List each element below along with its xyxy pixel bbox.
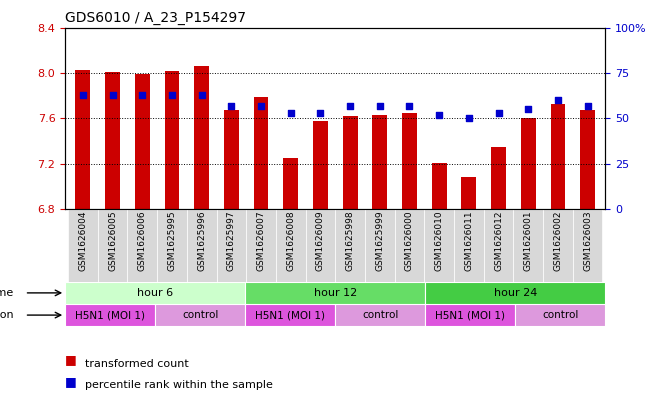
Bar <box>454 209 484 282</box>
Text: transformed count: transformed count <box>85 358 188 369</box>
Text: control: control <box>542 310 579 320</box>
Point <box>374 103 385 109</box>
Bar <box>155 304 245 326</box>
Text: GSM1625998: GSM1625998 <box>346 211 355 271</box>
Text: hour 24: hour 24 <box>493 288 537 298</box>
Bar <box>165 71 180 209</box>
Point <box>226 103 236 109</box>
Text: GSM1626003: GSM1626003 <box>583 211 592 271</box>
Text: GSM1626010: GSM1626010 <box>435 211 444 271</box>
Point <box>167 92 177 98</box>
Bar <box>224 110 239 209</box>
Bar <box>105 72 120 209</box>
Point <box>256 103 266 109</box>
Bar <box>276 209 305 282</box>
Bar <box>462 177 477 209</box>
Point <box>315 110 326 116</box>
Bar <box>395 209 424 282</box>
Bar <box>98 209 128 282</box>
Text: hour 6: hour 6 <box>137 288 173 298</box>
Point <box>404 103 415 109</box>
Point <box>107 92 118 98</box>
Bar <box>342 116 357 209</box>
Text: GSM1626001: GSM1626001 <box>524 211 533 271</box>
Text: GSM1626000: GSM1626000 <box>405 211 414 271</box>
Point <box>77 92 88 98</box>
Bar <box>573 209 602 282</box>
Bar <box>425 304 516 326</box>
Bar <box>245 304 335 326</box>
Text: GSM1626004: GSM1626004 <box>78 211 87 271</box>
Text: H5N1 (MOI 1): H5N1 (MOI 1) <box>75 310 145 320</box>
Bar <box>283 158 298 209</box>
Bar <box>65 304 155 326</box>
Text: control: control <box>182 310 218 320</box>
Point <box>523 106 533 112</box>
Text: GSM1626009: GSM1626009 <box>316 211 325 271</box>
Point <box>345 103 355 109</box>
Bar <box>580 110 595 209</box>
Text: GSM1626012: GSM1626012 <box>494 211 503 271</box>
Point <box>583 103 593 109</box>
Bar <box>432 163 447 209</box>
Bar <box>68 209 98 282</box>
Bar <box>516 304 605 326</box>
Bar <box>187 209 217 282</box>
Text: hour 12: hour 12 <box>314 288 357 298</box>
Text: GSM1626002: GSM1626002 <box>553 211 562 271</box>
Bar <box>543 209 573 282</box>
Bar <box>245 282 425 304</box>
Text: GSM1625995: GSM1625995 <box>167 211 176 271</box>
Point <box>137 92 148 98</box>
Bar <box>305 209 335 282</box>
Bar <box>217 209 246 282</box>
Text: H5N1 (MOI 1): H5N1 (MOI 1) <box>436 310 505 320</box>
Text: GSM1625999: GSM1625999 <box>375 211 384 271</box>
Bar <box>128 209 157 282</box>
Bar <box>425 282 605 304</box>
Text: ■: ■ <box>65 375 77 388</box>
Text: GSM1625997: GSM1625997 <box>227 211 236 271</box>
Text: H5N1 (MOI 1): H5N1 (MOI 1) <box>255 310 326 320</box>
Text: GSM1626006: GSM1626006 <box>138 211 146 271</box>
Bar <box>551 104 565 209</box>
Bar <box>491 147 506 209</box>
Bar <box>335 209 365 282</box>
Bar <box>514 209 543 282</box>
Bar <box>313 121 328 209</box>
Bar <box>335 304 425 326</box>
Text: infection: infection <box>0 310 14 320</box>
Point <box>434 112 445 118</box>
Text: GSM1626008: GSM1626008 <box>286 211 296 271</box>
Text: control: control <box>362 310 398 320</box>
Text: GSM1626011: GSM1626011 <box>464 211 473 271</box>
Bar <box>246 209 276 282</box>
Point <box>464 115 474 121</box>
Bar <box>424 209 454 282</box>
Bar <box>484 209 514 282</box>
Bar <box>521 118 536 209</box>
Bar <box>76 70 90 209</box>
Point <box>286 110 296 116</box>
Text: ■: ■ <box>65 354 77 367</box>
Bar <box>194 66 209 209</box>
Point <box>197 92 207 98</box>
Bar <box>372 115 387 209</box>
Point <box>553 97 563 103</box>
Bar <box>254 97 268 209</box>
Bar <box>365 209 395 282</box>
Text: GSM1626007: GSM1626007 <box>256 211 266 271</box>
Bar <box>157 209 187 282</box>
Text: percentile rank within the sample: percentile rank within the sample <box>85 380 273 390</box>
Bar <box>402 113 417 209</box>
Bar <box>65 282 245 304</box>
Text: time: time <box>0 288 14 298</box>
Bar <box>135 74 150 209</box>
Text: GDS6010 / A_23_P154297: GDS6010 / A_23_P154297 <box>65 11 246 25</box>
Point <box>493 110 504 116</box>
Text: GSM1626005: GSM1626005 <box>108 211 117 271</box>
Text: GSM1625996: GSM1625996 <box>197 211 206 271</box>
